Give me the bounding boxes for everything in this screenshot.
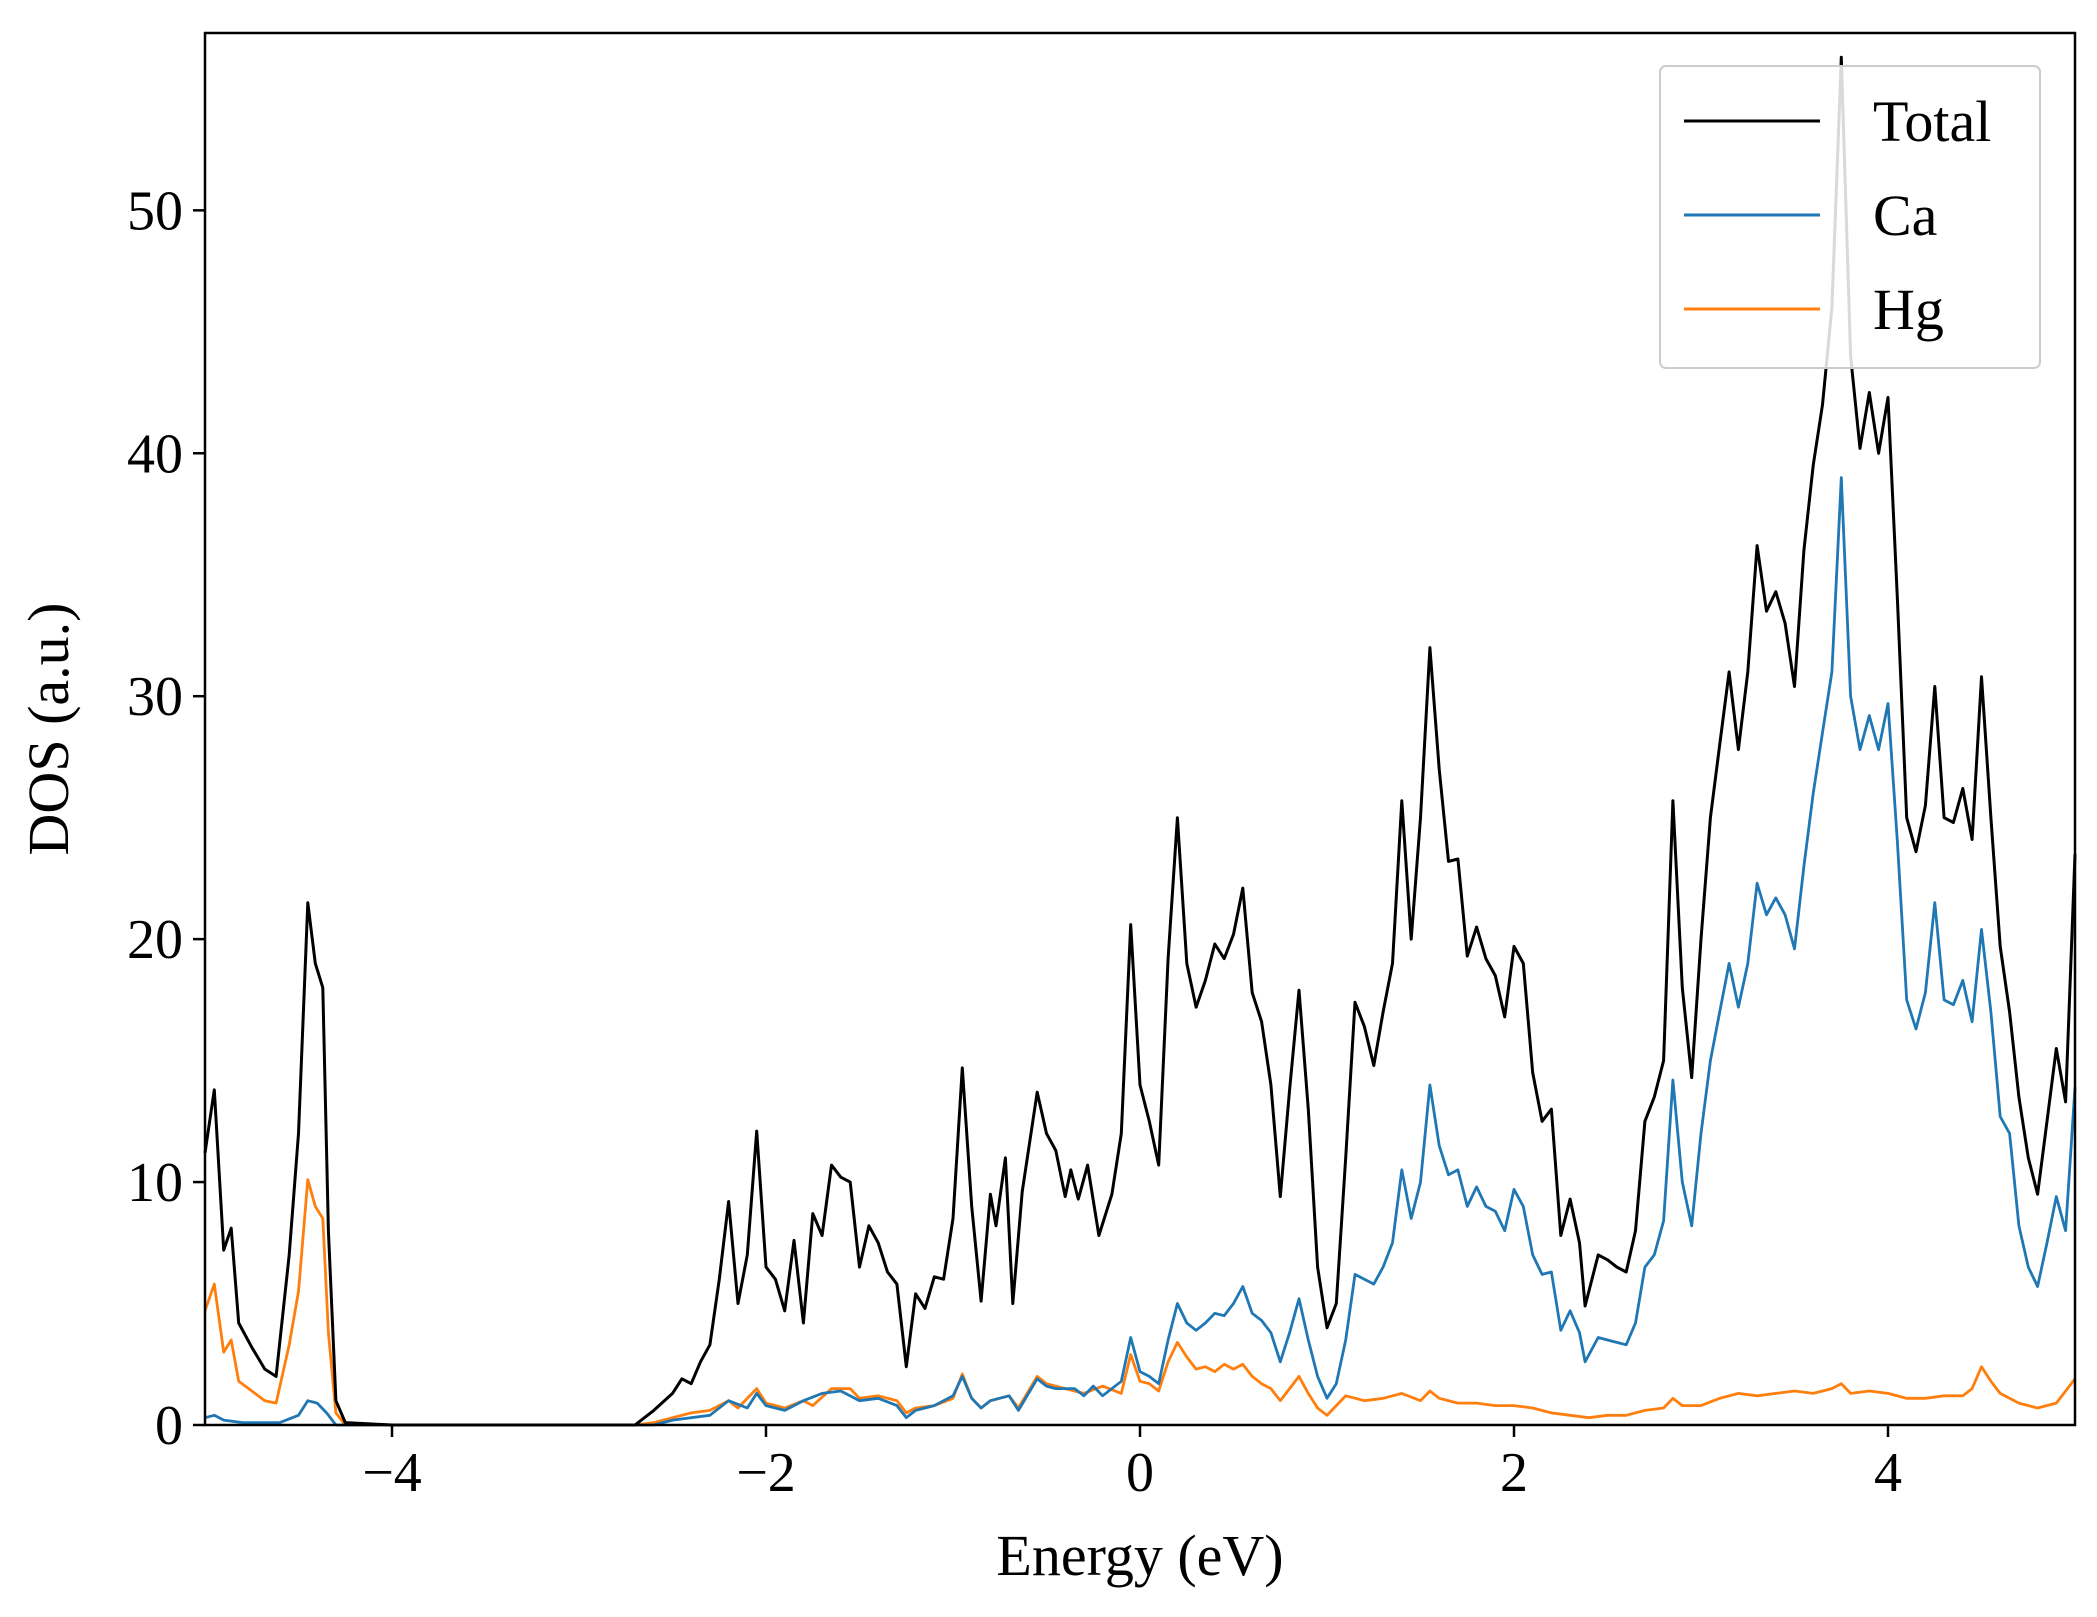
y-tick-label: 20: [127, 909, 183, 971]
y-axis-ticks: 0 10 20 30 40 50: [127, 180, 205, 1457]
y-axis-label: DOS (a.u.): [16, 603, 81, 856]
x-tick-label: 2: [1500, 1442, 1528, 1504]
y-tick-label: 10: [127, 1152, 183, 1214]
legend: Total Ca Hg: [1659, 65, 2041, 369]
y-tick-label: 30: [127, 666, 183, 728]
y-tick-label: 50: [127, 180, 183, 242]
series-line-ca: [204, 476, 2077, 1427]
x-tick-label: 0: [1126, 1442, 1154, 1504]
legend-box: [1659, 65, 2041, 369]
series-line-total: [203, 55, 2077, 1427]
series-lines: [203, 55, 2077, 1427]
x-axis-label: Energy (eV): [996, 1523, 1283, 1588]
x-axis-ticks: −4 −2 0 2 4: [362, 1425, 1902, 1504]
legend-label-total: Total: [1873, 89, 1991, 154]
legend-label-hg: Hg: [1873, 277, 1944, 342]
legend-label-ca: Ca: [1873, 183, 1937, 248]
x-tick-label: −2: [736, 1442, 796, 1504]
x-tick-label: 4: [1874, 1442, 1902, 1504]
series-line-hg: [203, 1178, 2077, 1427]
y-tick-label: 40: [127, 423, 183, 485]
y-tick-label: 0: [155, 1395, 183, 1457]
x-tick-label: −4: [362, 1442, 422, 1504]
